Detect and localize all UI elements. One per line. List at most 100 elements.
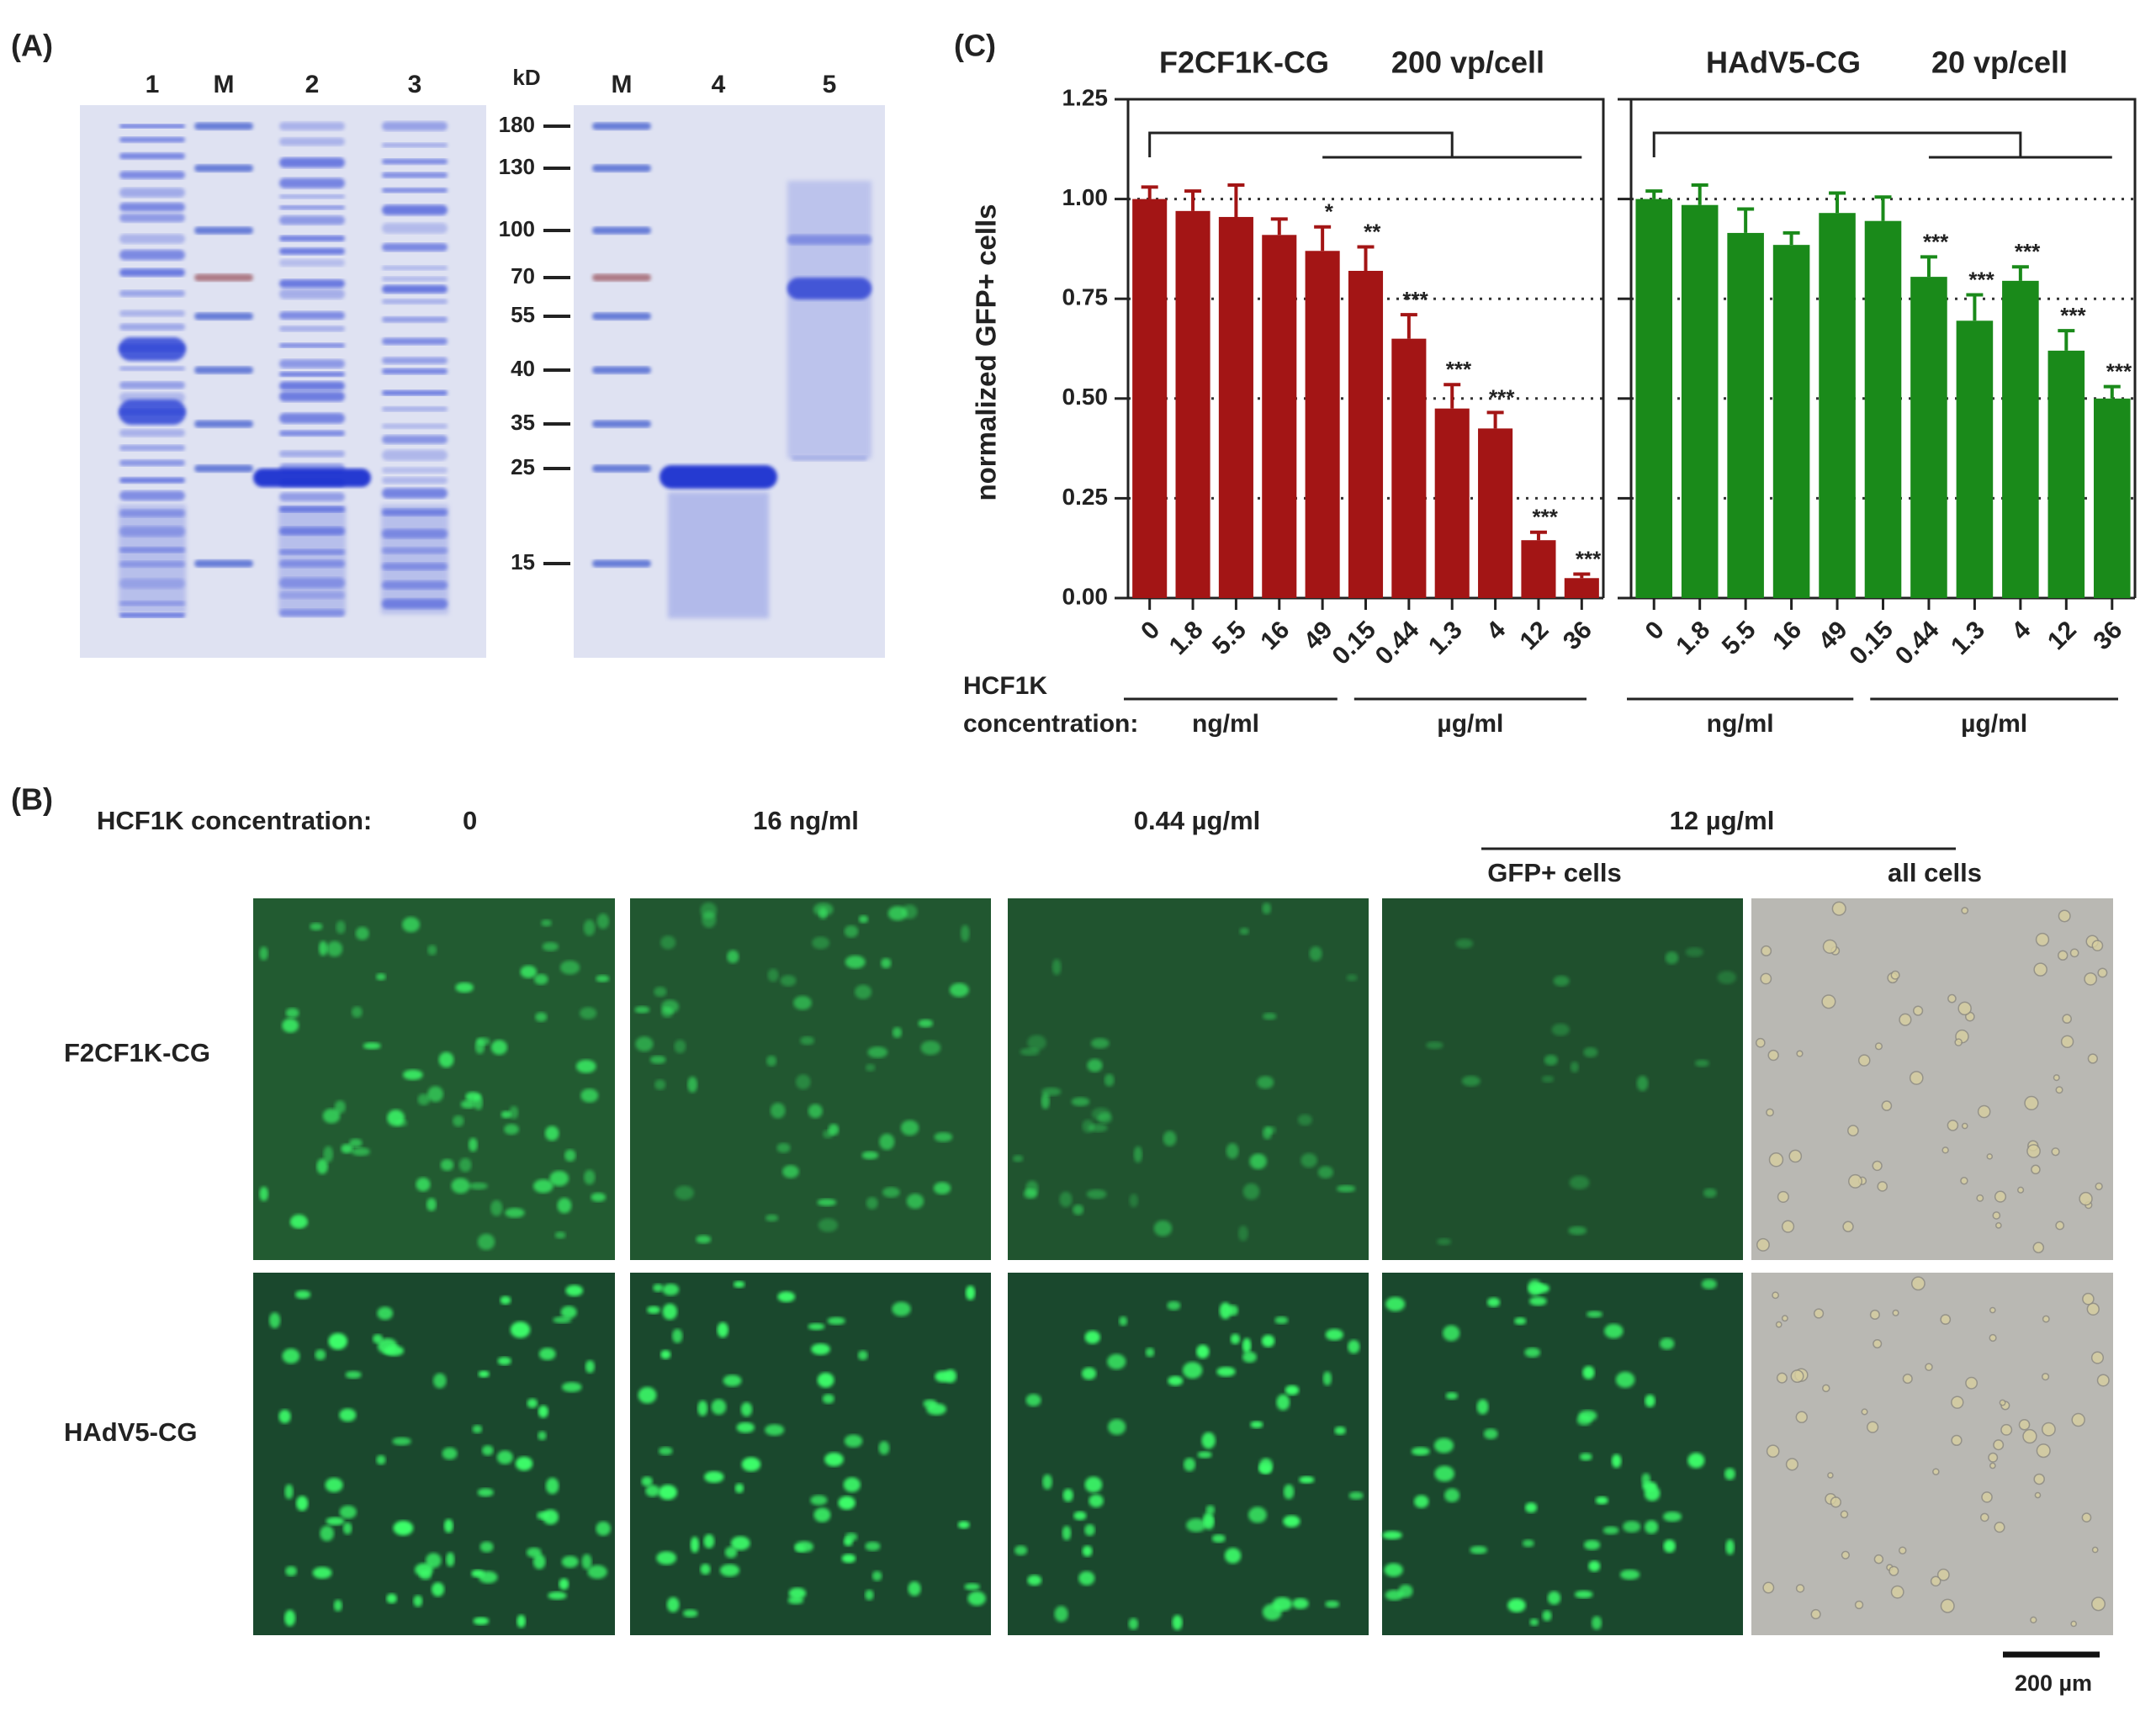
gfp-cell xyxy=(1528,1279,1542,1296)
gfp-cell xyxy=(1602,1526,1619,1535)
gfp-cell xyxy=(1544,1055,1558,1066)
gel-band xyxy=(119,490,185,501)
gfp-cell xyxy=(1623,1521,1641,1533)
gfp-cell xyxy=(355,926,369,940)
cell xyxy=(1994,1190,2007,1203)
gel-band xyxy=(382,368,448,374)
gfp-cell xyxy=(765,1214,779,1222)
gfp-cell xyxy=(841,1554,856,1564)
cell xyxy=(1981,1491,1993,1503)
cell xyxy=(2057,950,2069,961)
gfp-cell xyxy=(733,1280,745,1288)
micrograph xyxy=(1382,1273,1743,1635)
concentration-label: HCF1K concentration: xyxy=(97,806,372,835)
cell xyxy=(2041,1373,2050,1381)
gfp-cell xyxy=(1636,1075,1649,1092)
gfp-cell xyxy=(892,1026,903,1038)
gfp-cell xyxy=(427,945,437,956)
gfp-cell xyxy=(282,1348,300,1364)
gel-band xyxy=(194,366,253,374)
gfp-cell xyxy=(474,1094,483,1110)
marker-label: 70 xyxy=(511,263,535,289)
y-tick-label: 0.25 xyxy=(1062,484,1109,510)
gel-band xyxy=(279,342,345,348)
gfp-cell xyxy=(813,1507,831,1522)
gfp-cell xyxy=(861,1151,879,1160)
gfp-cell xyxy=(1522,1539,1534,1548)
gfp-cell xyxy=(926,1403,946,1416)
gfp-cell xyxy=(865,1541,881,1551)
gfp-cell xyxy=(770,1103,786,1119)
gfp-cell xyxy=(658,1485,677,1501)
cell xyxy=(2090,1351,2105,1364)
gfp-cell xyxy=(426,1553,442,1569)
gfp-cell xyxy=(259,1186,268,1201)
gfp-cell xyxy=(1297,1114,1312,1126)
significance: ** xyxy=(1364,219,1381,244)
gfp-cell xyxy=(533,1178,554,1194)
significance: * xyxy=(1325,199,1334,225)
gfp-cell xyxy=(666,1597,680,1612)
gfp-cell xyxy=(1524,1348,1541,1358)
gel-band xyxy=(194,273,253,282)
gfp-cell xyxy=(1025,1180,1039,1197)
x-tick-label: 5.5 xyxy=(1207,616,1252,660)
gfp-cell xyxy=(1579,1453,1592,1461)
x-tick-label: 1.3 xyxy=(1423,616,1468,660)
cell xyxy=(2082,1292,2095,1305)
gfp-cell xyxy=(403,1069,423,1080)
condition-label: 12 µg/ml xyxy=(1670,806,1775,835)
y-tick-label: 0.00 xyxy=(1062,583,1109,609)
bar xyxy=(1772,245,1810,598)
bar xyxy=(1478,428,1513,598)
gfp-cell xyxy=(268,1312,281,1329)
gfp-cell xyxy=(1107,1353,1126,1369)
micrograph xyxy=(1751,1273,2113,1635)
gfp-cell xyxy=(1258,1464,1272,1474)
gfp-cell xyxy=(780,975,797,987)
gfp-cell xyxy=(1201,1432,1216,1449)
gfp-cell xyxy=(477,1488,494,1497)
cell xyxy=(1961,1122,1968,1130)
gfp-cell xyxy=(649,1055,666,1064)
error-bar xyxy=(1357,245,1375,271)
gfp-cell xyxy=(1274,1316,1289,1325)
gfp-cell xyxy=(1211,1534,1226,1543)
gfp-cell xyxy=(641,1476,653,1486)
gfp-cell xyxy=(1197,1451,1212,1459)
gfp-cell xyxy=(443,1518,453,1533)
cell xyxy=(2086,1302,2100,1316)
cell xyxy=(2030,1616,2037,1623)
gel-band xyxy=(119,136,185,143)
gfp-cell xyxy=(469,1137,478,1152)
gfp-cell xyxy=(1266,1125,1276,1135)
cell xyxy=(2041,1422,2056,1437)
cell xyxy=(1947,1120,1959,1131)
gfp-cell xyxy=(386,1593,397,1604)
bar xyxy=(1305,251,1340,598)
gel-band xyxy=(279,450,345,458)
cell xyxy=(1899,1013,1912,1026)
gfp-cell xyxy=(697,1400,708,1417)
significance: *** xyxy=(1402,287,1428,312)
chart-subtitle: 200 vp/cell xyxy=(1391,45,1544,80)
gfp-cell xyxy=(1595,1496,1608,1505)
gfp-cell xyxy=(1507,1598,1526,1612)
gfp-cell xyxy=(892,1301,911,1316)
error-bar xyxy=(1829,191,1846,214)
gfp-cell xyxy=(1445,1391,1459,1400)
gfp-cell xyxy=(843,1537,853,1547)
significance: *** xyxy=(1532,505,1558,530)
cell xyxy=(1766,1444,1780,1459)
gfp-cell xyxy=(591,1193,607,1202)
gfp-cell xyxy=(1542,1610,1552,1622)
gel-band xyxy=(382,337,448,345)
gfp-cell xyxy=(1582,1365,1595,1379)
gel-band xyxy=(382,172,448,178)
cell xyxy=(1951,1434,1963,1447)
cell xyxy=(2087,1053,2098,1064)
gfp-cell xyxy=(1226,1142,1239,1159)
gfp-cell xyxy=(1081,1367,1097,1380)
gfp-cell xyxy=(1470,1545,1487,1554)
gfp-cell xyxy=(284,1484,294,1500)
